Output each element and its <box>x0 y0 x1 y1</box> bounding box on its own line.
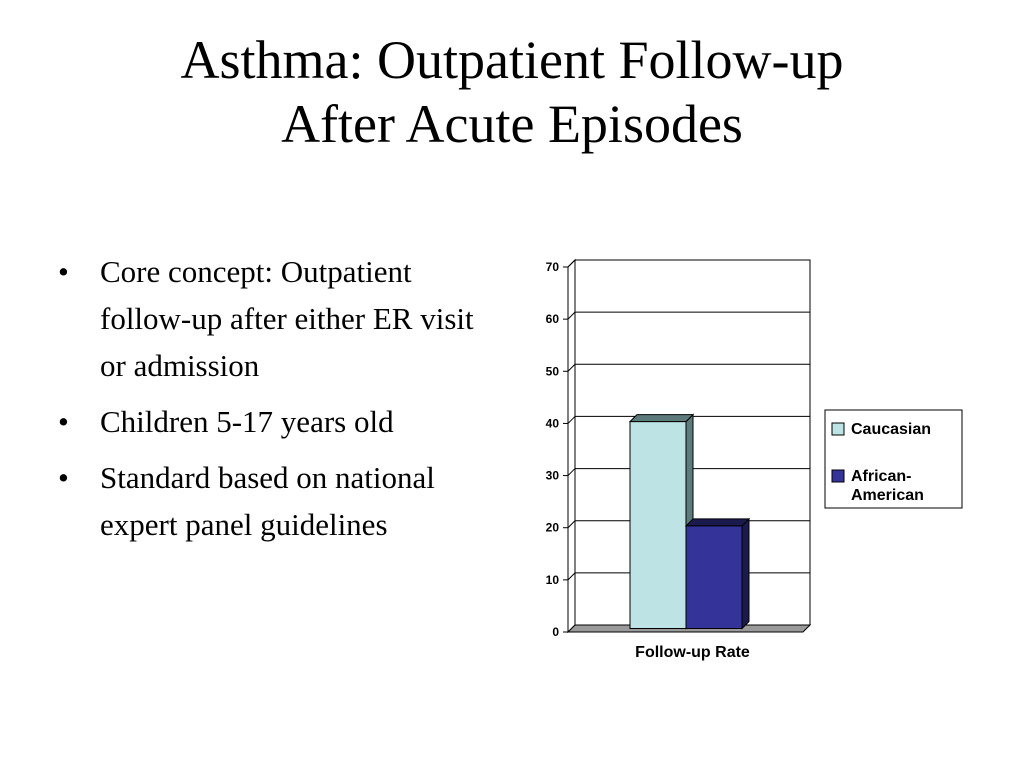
y-tick-label: 40 <box>546 416 560 430</box>
y-tick-label: 0 <box>552 625 559 639</box>
bullet-text: Standard based on national expert panel … <box>100 460 435 542</box>
gridline-side <box>567 259 576 268</box>
bullet-text: Core concept: Outpatient follow-up after… <box>100 254 474 383</box>
bullet-item: • Standard based on national expert pane… <box>58 454 478 548</box>
gridline-side <box>567 572 576 581</box>
follow-up-chart: 0 10 20 30 40 50 60 70 Follow-up Rate Caucasian Af… <box>520 245 980 675</box>
gridline-side <box>567 311 576 320</box>
x-category-label: Follow-up Rate <box>635 644 750 661</box>
gridline-side <box>567 416 576 424</box>
legend-swatch-1 <box>831 469 845 483</box>
y-tick-label: 20 <box>546 521 560 535</box>
bullet-text: Children 5-17 years old <box>100 404 394 439</box>
legend-box <box>824 409 963 509</box>
bar-top-0 <box>628 414 695 423</box>
bar-0 <box>629 421 687 629</box>
slide-title-line-1: Asthma: Outpatient Follow-up <box>180 30 844 90</box>
y-tick-label: 30 <box>546 469 560 483</box>
bullet-marker: • <box>58 460 69 495</box>
legend-swatch-0 <box>831 422 845 436</box>
chart-svg: 0 10 20 30 40 50 60 70 Follow-up Rate Caucasian Af… <box>546 258 963 661</box>
gridline-side <box>567 520 576 529</box>
gridline-side <box>567 468 576 476</box>
bar-side-1 <box>741 517 750 630</box>
bullet-list: • Core concept: Outpatient follow-up aft… <box>58 248 478 557</box>
slide-title: Asthma: Outpatient Follow-up After Acute… <box>0 28 1024 156</box>
bar-top-1 <box>684 518 751 527</box>
bullet-marker: • <box>58 404 69 439</box>
legend-label-0: Caucasian <box>851 421 931 438</box>
y-tick-label: 50 <box>546 364 560 378</box>
bullet-item: • Core concept: Outpatient follow-up aft… <box>58 248 478 389</box>
bullet-marker: • <box>58 254 69 289</box>
bar-1 <box>685 525 743 629</box>
y-tick-label: 70 <box>546 260 560 274</box>
slide-title-line-2: After Acute Episodes <box>281 94 743 154</box>
y-tick-label: 60 <box>546 312 560 326</box>
legend-label-1: African-American <box>851 468 924 504</box>
gridline-side <box>567 363 576 372</box>
bullet-item: • Children 5-17 years old <box>58 398 478 445</box>
y-tick-label: 10 <box>546 573 560 587</box>
